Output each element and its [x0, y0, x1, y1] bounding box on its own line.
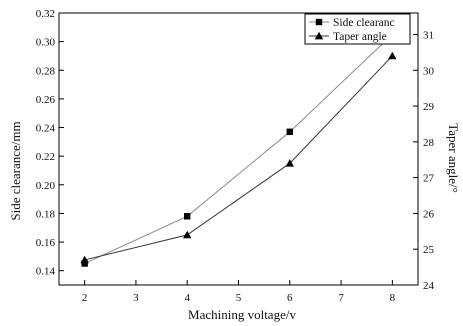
left-tick-label: 0.32 — [36, 8, 55, 20]
left-tick-label: 0.14 — [36, 266, 56, 278]
right-tick-label: 24 — [423, 280, 435, 292]
legend-marker-triangle — [314, 31, 324, 40]
x-tick-label: 8 — [390, 292, 396, 304]
left-tick-label: 0.24 — [36, 123, 56, 135]
left-tick-label: 0.30 — [36, 37, 56, 49]
left-axis-ticks: 0.14 0.16 0.18 0.20 0.22 0.24 0.26 0.28 0.30 0.32 — [36, 8, 64, 278]
series-layer — [80, 31, 397, 267]
x-tick-label: 4 — [184, 292, 190, 304]
x-axis-title: Machining voltage/v — [188, 307, 296, 322]
left-axis-title: Side clearance/mm — [8, 121, 23, 220]
right-tick-label: 28 — [423, 137, 435, 149]
x-tick-label: 7 — [338, 292, 344, 304]
series-line — [84, 55, 393, 261]
x-tick-label: 6 — [287, 292, 293, 304]
x-tick-label: 5 — [236, 292, 242, 304]
plot-frame — [58, 12, 419, 286]
right-tick-label: 31 — [423, 29, 434, 41]
right-tick-label: 30 — [423, 65, 435, 77]
right-tick-label: 29 — [423, 101, 435, 113]
left-tick-label: 0.18 — [36, 208, 56, 220]
right-tick-label: 27 — [423, 173, 435, 185]
left-tick-label: 0.16 — [36, 237, 56, 249]
data-point-square — [184, 213, 191, 220]
legend-item: Side clearanc — [309, 17, 395, 29]
data-point-triangle — [285, 159, 294, 167]
x-tick-label: 3 — [133, 292, 139, 304]
data-point-triangle — [183, 230, 192, 239]
series-triangle — [80, 51, 397, 264]
legend-label: Taper angle — [333, 31, 387, 43]
legend-item: Taper angle — [309, 31, 387, 43]
right-axis-title: Taper angle/° — [446, 123, 461, 193]
series-line — [84, 34, 393, 264]
left-tick-label: 0.20 — [36, 180, 56, 192]
x-axis-ticks: 2 3 4 5 6 7 8 — [82, 280, 396, 304]
left-tick-label: 0.26 — [36, 94, 56, 106]
x-tick-label: 2 — [82, 292, 88, 304]
left-tick-label: 0.22 — [36, 151, 55, 163]
data-point-square — [81, 260, 88, 267]
right-axis-ticks: 24 25 26 27 28 29 30 31 — [413, 29, 435, 292]
data-point-triangle — [388, 51, 397, 60]
right-tick-label: 25 — [423, 244, 435, 256]
legend-marker-square — [315, 18, 323, 26]
left-tick-label: 0.28 — [36, 65, 56, 77]
right-tick-label: 26 — [423, 208, 435, 220]
data-point-square — [286, 128, 293, 136]
data-point-triangle — [80, 255, 89, 264]
legend-label: Side clearanc — [333, 17, 395, 29]
legend: Side clearanc Taper angle — [304, 13, 411, 45]
